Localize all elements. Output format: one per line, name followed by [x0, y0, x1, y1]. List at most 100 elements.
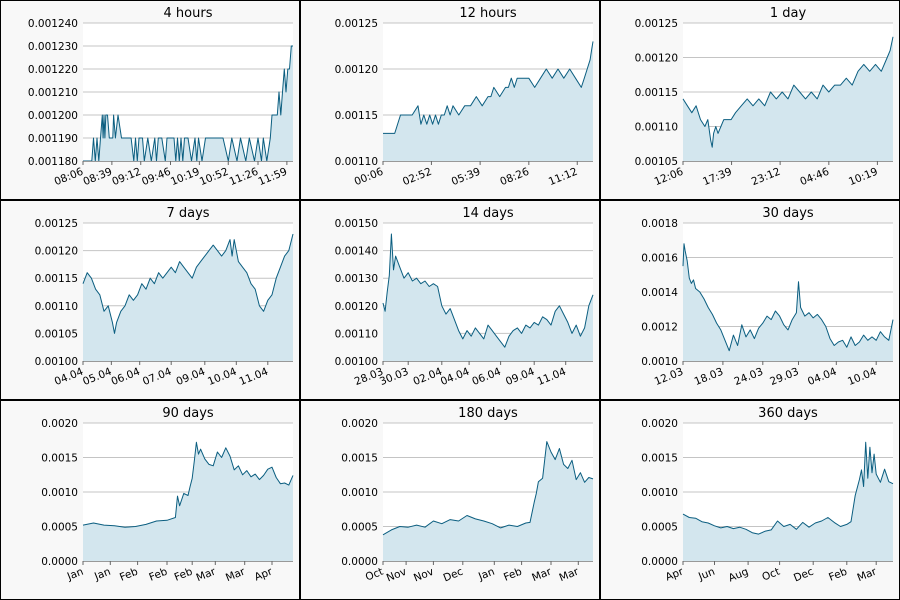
y-tick-label: 0.0020 — [41, 418, 78, 430]
x-tick-label: 07.04 — [141, 366, 174, 389]
y-tick-label: 0.0000 — [641, 556, 678, 568]
chart-panel: 0.00100 0.00110 0.00120 0.00130 0.00140 0.001… — [300, 200, 600, 400]
x-tick-label: 12.03 — [653, 366, 685, 388]
x-tick-label: 29.03 — [768, 366, 800, 388]
y-tick-label: 0.0020 — [341, 418, 378, 430]
chart-panel: 0.0000 0.0005 0.0010 0.0015 0.0020 Oct Nov Nov D… — [300, 400, 600, 600]
y-tick-label: 0.00110 — [335, 328, 378, 340]
chart-panel: 0.001180 0.001190 0.001200 0.001210 0.001220… — [0, 0, 300, 200]
x-tick-label: Mar — [224, 565, 247, 584]
series-line — [82, 441, 294, 528]
chart-title: 90 days — [162, 406, 214, 421]
chart-svg: 0.0000 0.0005 0.0010 0.0015 0.0020 Apr Jun Aug O… — [641, 406, 894, 585]
y-tick-label: 0.00115 — [35, 273, 78, 285]
y-tick-label: 0.00120 — [35, 246, 78, 258]
x-tick-label: Feb — [147, 566, 169, 584]
chart-title: 4 hours — [164, 6, 213, 21]
x-tick-label: 04.04 — [439, 366, 472, 389]
y-tick-label: 0.00150 — [335, 218, 378, 230]
y-tick-label: 0.0010 — [41, 487, 78, 499]
series-area — [683, 36, 893, 161]
chart-panel: 0.00105 0.00110 0.00115 0.00120 0.00125 12:06… — [600, 0, 900, 200]
x-tick-label: Apr — [253, 565, 275, 583]
y-tick-label: 0.00105 — [35, 328, 78, 340]
y-tick-label: 0.001200 — [28, 110, 78, 122]
x-tick-label: Jan — [476, 566, 496, 584]
chart-panel: 0.0000 0.0005 0.0010 0.0015 0.0020 Jan Jan Feb F… — [0, 400, 300, 600]
x-tick-label: 11.04 — [238, 366, 271, 389]
x-tick-label: 09:12 — [110, 166, 143, 188]
series-line — [682, 441, 894, 535]
x-tick-label: 11:12 — [547, 166, 580, 188]
x-tick-label: 10:19 — [169, 166, 202, 188]
x-tick-label: 08:39 — [81, 166, 114, 188]
y-tick-label: 0.0015 — [341, 453, 378, 465]
y-tick-label: 0.0014 — [641, 287, 678, 299]
x-tick-label: 08:26 — [498, 166, 531, 189]
chart-title: 12 hours — [459, 6, 516, 21]
y-tick-label: 0.0015 — [41, 453, 78, 465]
x-tick-label: 06.04 — [109, 366, 142, 389]
y-tick-label: 0.0005 — [641, 522, 678, 534]
y-tick-label: 0.0018 — [641, 218, 678, 230]
x-tick-label: 05:39 — [450, 166, 483, 188]
x-tick-label: 09.04 — [175, 366, 208, 389]
x-tick-label: 30.03 — [378, 366, 410, 388]
y-tick-label: 0.001190 — [28, 133, 78, 145]
y-tick-label: 0.0016 — [641, 253, 678, 265]
x-tick-label: Mar — [558, 565, 581, 584]
series-line — [82, 233, 294, 334]
x-tick-label: 10:52 — [198, 166, 231, 188]
x-tick-label: 06.04 — [470, 366, 503, 389]
x-tick-label: 09.04 — [504, 366, 537, 389]
chart-svg: 0.0010 0.0012 0.0014 0.0016 0.0018 12.03 18.03… — [641, 206, 894, 389]
chart-title: 30 days — [762, 206, 814, 221]
y-tick-label: 0.00110 — [35, 301, 78, 313]
x-tick-label: 02:52 — [401, 166, 434, 188]
series-line — [83, 45, 293, 162]
y-tick-label: 0.00125 — [335, 18, 378, 30]
x-tick-label: 17:39 — [701, 166, 734, 188]
y-tick-label: 0.0010 — [341, 487, 378, 499]
x-tick-label: Feb — [118, 566, 140, 584]
y-tick-label: 0.0005 — [41, 522, 78, 534]
x-tick-label: 00:06 — [353, 166, 386, 189]
series-area — [83, 442, 293, 561]
chart-svg: 0.00100 0.00105 0.00110 0.00115 0.00120 0.001… — [35, 206, 294, 389]
y-tick-label: 0.00105 — [635, 156, 678, 168]
x-tick-label: Mar — [530, 565, 553, 584]
x-tick-label: Oct — [364, 566, 385, 584]
chart-svg: 0.00110 0.00115 0.00120 0.00125 00:06 02:52 05… — [335, 6, 594, 189]
x-tick-label: Dec — [792, 566, 816, 585]
x-tick-label: 10.04 — [206, 366, 239, 389]
chart-title: 360 days — [758, 406, 818, 421]
x-tick-label: Jan — [92, 566, 112, 584]
y-tick-label: 0.00110 — [335, 156, 378, 168]
series-area — [683, 442, 893, 561]
series-area — [83, 234, 293, 361]
y-tick-label: 0.0000 — [341, 556, 378, 568]
x-tick-label: 24.03 — [733, 366, 765, 388]
y-tick-label: 0.00120 — [335, 64, 378, 76]
x-tick-label: Jun — [696, 566, 717, 584]
y-tick-label: 0.00125 — [635, 18, 678, 30]
x-tick-label: Aug — [727, 566, 751, 585]
x-tick-label: Jan — [65, 566, 85, 584]
chart-title: 7 days — [166, 206, 209, 221]
y-tick-label: 0.0005 — [341, 522, 378, 534]
x-tick-label: Mar — [195, 565, 218, 584]
y-tick-label: 0.0015 — [641, 453, 678, 465]
y-tick-label: 0.0012 — [641, 322, 678, 334]
chart-svg: 0.001180 0.001190 0.001200 0.001210 0.001220… — [28, 6, 293, 188]
x-tick-label: 12:06 — [653, 166, 686, 189]
series-line — [382, 441, 594, 536]
y-tick-label: 0.00125 — [35, 218, 78, 230]
y-tick-label: 0.001220 — [28, 64, 78, 76]
x-tick-label: 10.04 — [846, 366, 879, 389]
y-tick-label: 0.00120 — [635, 53, 678, 65]
series-line — [682, 36, 894, 148]
x-tick-label: 04:46 — [798, 166, 831, 189]
chart-svg: 0.00100 0.00110 0.00120 0.00130 0.00140 0.001… — [335, 206, 594, 389]
